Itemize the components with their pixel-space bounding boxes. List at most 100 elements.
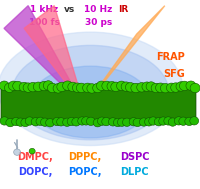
Circle shape	[132, 118, 141, 127]
Circle shape	[92, 83, 102, 93]
Circle shape	[71, 118, 80, 126]
Circle shape	[93, 119, 101, 127]
Circle shape	[19, 82, 29, 92]
Circle shape	[23, 83, 33, 92]
FancyBboxPatch shape	[1, 87, 195, 122]
Circle shape	[25, 117, 34, 125]
Circle shape	[170, 83, 180, 92]
Ellipse shape	[71, 101, 97, 112]
Circle shape	[12, 117, 20, 126]
Polygon shape	[84, 6, 164, 107]
Circle shape	[122, 118, 131, 126]
Circle shape	[4, 83, 14, 92]
Circle shape	[62, 118, 71, 126]
Circle shape	[52, 117, 61, 126]
Circle shape	[86, 117, 95, 125]
Circle shape	[21, 118, 30, 127]
Circle shape	[158, 117, 167, 125]
Ellipse shape	[81, 105, 87, 108]
Text: FRAP: FRAP	[155, 52, 184, 62]
Circle shape	[62, 81, 72, 90]
Circle shape	[67, 117, 76, 126]
Text: DMPC,: DMPC,	[17, 152, 53, 162]
Circle shape	[121, 82, 131, 91]
Text: vs: vs	[63, 5, 75, 14]
Circle shape	[33, 82, 43, 91]
Circle shape	[77, 117, 86, 125]
Circle shape	[40, 118, 49, 126]
Circle shape	[125, 83, 135, 92]
Circle shape	[72, 83, 82, 92]
Circle shape	[144, 118, 153, 126]
Text: 10 Hz: 10 Hz	[84, 5, 112, 14]
Circle shape	[86, 84, 96, 93]
Circle shape	[101, 117, 110, 126]
Circle shape	[0, 117, 9, 125]
Circle shape	[14, 149, 20, 155]
Circle shape	[155, 83, 165, 92]
Circle shape	[97, 117, 106, 125]
Circle shape	[43, 81, 53, 90]
Circle shape	[166, 83, 176, 93]
Circle shape	[0, 81, 9, 91]
Ellipse shape	[12, 45, 168, 140]
Circle shape	[106, 81, 116, 91]
Circle shape	[148, 117, 157, 125]
Circle shape	[16, 118, 25, 126]
Text: DSPC: DSPC	[119, 152, 149, 162]
Circle shape	[67, 82, 77, 92]
Circle shape	[129, 118, 137, 126]
Ellipse shape	[64, 98, 104, 115]
Circle shape	[47, 83, 57, 93]
Circle shape	[36, 117, 45, 125]
Circle shape	[139, 118, 147, 126]
Text: SFG: SFG	[162, 69, 184, 79]
Circle shape	[173, 117, 182, 125]
Ellipse shape	[56, 95, 112, 118]
Circle shape	[56, 118, 65, 126]
Ellipse shape	[0, 32, 182, 146]
Circle shape	[13, 81, 23, 91]
Text: DOPC,: DOPC,	[18, 167, 52, 177]
Text: 1 kHz: 1 kHz	[30, 5, 58, 14]
Text: 100 fs: 100 fs	[29, 18, 59, 27]
Circle shape	[184, 117, 193, 125]
Text: DLPC: DLPC	[120, 167, 148, 177]
Circle shape	[108, 118, 117, 126]
Circle shape	[45, 119, 54, 127]
Text: IR: IR	[118, 5, 128, 14]
Circle shape	[160, 83, 170, 93]
Circle shape	[57, 82, 67, 92]
Circle shape	[8, 81, 18, 91]
Circle shape	[130, 83, 140, 93]
Circle shape	[175, 82, 185, 91]
Text: POPC,: POPC,	[67, 167, 101, 177]
Circle shape	[76, 83, 86, 93]
Circle shape	[145, 82, 155, 91]
Circle shape	[28, 82, 38, 92]
Circle shape	[96, 81, 106, 91]
Circle shape	[39, 81, 49, 91]
Circle shape	[31, 118, 40, 126]
Ellipse shape	[77, 104, 91, 110]
Text: 30 ps: 30 ps	[84, 18, 112, 27]
Circle shape	[154, 118, 162, 126]
Circle shape	[53, 84, 63, 93]
Circle shape	[101, 81, 111, 91]
Circle shape	[113, 118, 122, 127]
Circle shape	[110, 82, 120, 91]
Circle shape	[116, 81, 126, 91]
Circle shape	[136, 83, 146, 92]
Circle shape	[185, 81, 195, 91]
Circle shape	[178, 117, 187, 125]
Circle shape	[117, 118, 126, 126]
Circle shape	[179, 81, 189, 91]
Circle shape	[163, 117, 172, 125]
Circle shape	[167, 118, 176, 126]
Ellipse shape	[30, 66, 150, 138]
Polygon shape	[24, 6, 84, 107]
Circle shape	[6, 119, 15, 127]
Circle shape	[189, 117, 198, 125]
Circle shape	[81, 117, 90, 125]
Polygon shape	[4, 6, 84, 107]
